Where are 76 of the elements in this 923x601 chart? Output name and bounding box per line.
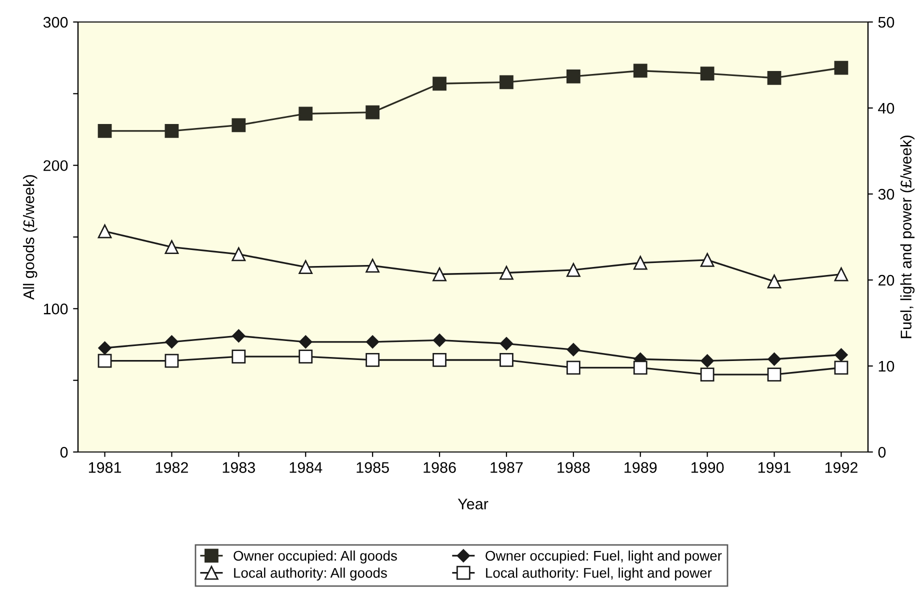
- point: [98, 224, 112, 238]
- y2-tick-label: 20: [878, 274, 894, 286]
- y2-tick-label: 0: [878, 446, 886, 458]
- point: [432, 353, 446, 367]
- point: [164, 124, 179, 138]
- x-axis-title: Year: [458, 498, 488, 510]
- x-tick-label: 1992: [825, 462, 858, 473]
- point: [633, 360, 648, 375]
- y-axis-title: All goods (£/week): [22, 175, 38, 300]
- x-tick-label: 1981: [88, 462, 122, 473]
- point: [700, 368, 714, 382]
- point: [834, 348, 848, 362]
- point: [299, 335, 312, 349]
- point: [165, 335, 178, 349]
- point: [366, 105, 380, 120]
- point: [700, 252, 714, 267]
- point: [232, 118, 246, 132]
- y-tick-label: 100: [44, 304, 68, 314]
- point: [767, 70, 782, 85]
- x-tick-label: 1986: [424, 462, 456, 473]
- point: [566, 360, 580, 375]
- point: [432, 334, 446, 347]
- point: [432, 267, 446, 282]
- point: [232, 329, 246, 342]
- x-tick-label: 1985: [356, 462, 389, 473]
- x-tick-label: 1987: [490, 462, 523, 473]
- y-tick-label: 0: [60, 446, 68, 458]
- point: [98, 354, 112, 368]
- point: [500, 75, 514, 90]
- point: [98, 341, 112, 355]
- point: [232, 247, 246, 262]
- point: [700, 66, 714, 81]
- point: [566, 343, 580, 356]
- point: [500, 337, 514, 350]
- legend-label: Local authority: All goods: [234, 568, 387, 581]
- x-tick-label: 1989: [624, 462, 657, 473]
- legend-label: Owner occupied: Fuel, light and power: [486, 550, 722, 564]
- point: [164, 354, 179, 368]
- point: [164, 240, 179, 254]
- point: [767, 368, 782, 382]
- point: [500, 353, 514, 367]
- point: [768, 352, 781, 366]
- x-tick-label: 1982: [156, 462, 188, 473]
- y2-tick-label: 40: [878, 102, 894, 114]
- y-tick-label: 300: [43, 16, 68, 28]
- y2-tick-label: 30: [878, 188, 894, 200]
- x-tick-label: 1988: [558, 462, 590, 473]
- point: [566, 263, 580, 277]
- point: [232, 350, 246, 364]
- point: [298, 260, 313, 274]
- point: [566, 70, 580, 84]
- point: [834, 60, 848, 75]
- legend-label: Owner occupied: All goods: [234, 550, 397, 564]
- point: [366, 258, 380, 273]
- y-tick-label: 200: [44, 160, 68, 172]
- y2-tick-label: 50: [878, 16, 894, 28]
- point: [432, 76, 446, 91]
- point: [700, 354, 714, 368]
- legend-label: Local authority: Fuel, light and power: [486, 568, 712, 581]
- point: [366, 353, 380, 367]
- x-tick-label: 1990: [691, 462, 724, 473]
- x-tick-label: 1991: [758, 462, 791, 473]
- y2-axis-title: Fuel, light and power (£/week): [900, 136, 915, 338]
- point: [98, 124, 112, 138]
- point: [298, 350, 313, 364]
- point: [500, 266, 514, 280]
- point: [633, 64, 648, 78]
- x-tick-label: 1984: [290, 462, 322, 473]
- point: [767, 274, 782, 288]
- y2-tick-label: 10: [878, 360, 894, 372]
- point: [633, 256, 648, 270]
- point: [366, 335, 380, 349]
- x-tick-label: 1983: [222, 462, 255, 473]
- point: [834, 267, 848, 282]
- point: [834, 360, 848, 375]
- point: [298, 106, 313, 121]
